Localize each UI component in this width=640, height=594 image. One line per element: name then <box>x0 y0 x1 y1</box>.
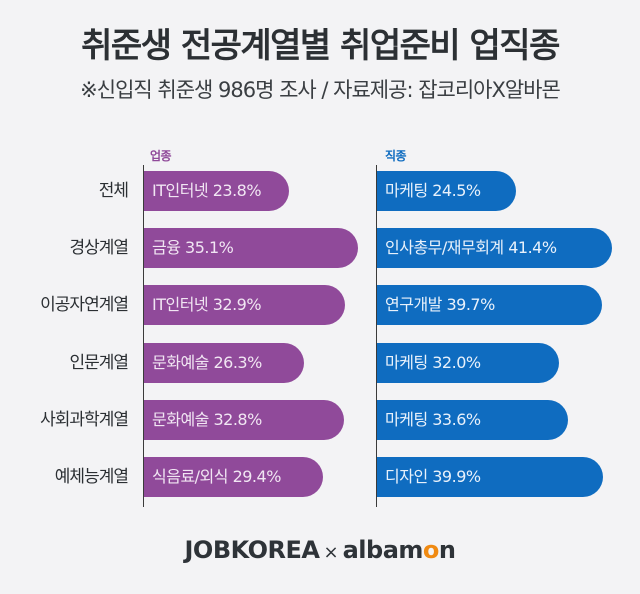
job-bar: 연구개발 39.7% <box>377 285 602 325</box>
industry-bar: 문화예술 26.3% <box>144 343 304 383</box>
category-label: 전체 <box>98 181 129 201</box>
job-bar: 마케팅 32.0% <box>377 343 559 383</box>
industry-bar: 문화예술 32.8% <box>144 400 344 440</box>
collab-separator: × <box>323 542 339 563</box>
job-bar: 인사총무/재무회계 41.4% <box>377 228 612 268</box>
job-bar: 디자인 39.9% <box>377 457 603 497</box>
albamon-logo: albamon <box>342 536 456 564</box>
chart-subtitle: ※신입직 취준생 986명 조사 / 자료제공: 잡코리아X알바몬 <box>80 78 561 102</box>
category-label: 예체능계열 <box>54 467 129 487</box>
job-axis-line <box>376 165 377 507</box>
footer-logos: JOBKOREA × albamon <box>0 536 640 564</box>
industry-bar: IT인터넷 32.9% <box>144 285 345 325</box>
series-label-job: 직종 <box>385 149 407 163</box>
industry-bar: 식음료/외식 29.4% <box>144 457 323 497</box>
industry-bar: IT인터넷 23.8% <box>144 171 289 211</box>
series-label-industry: 업종 <box>150 149 172 163</box>
category-label: 이공자연계열 <box>40 295 129 315</box>
job-bar: 마케팅 24.5% <box>377 171 516 211</box>
category-label: 사회과학계열 <box>40 410 129 430</box>
job-bar: 마케팅 33.6% <box>377 400 568 440</box>
industry-axis-line <box>143 165 144 507</box>
category-label: 인문계열 <box>69 353 129 373</box>
jobkorea-logo: JOBKOREA <box>184 536 321 564</box>
industry-bar: 금융 35.1% <box>144 228 358 268</box>
chart-title: 취준생 전공계열별 취업준비 업직종 <box>81 26 560 66</box>
albamon-o-icon: o <box>422 536 440 564</box>
category-label: 경상계열 <box>69 238 129 258</box>
